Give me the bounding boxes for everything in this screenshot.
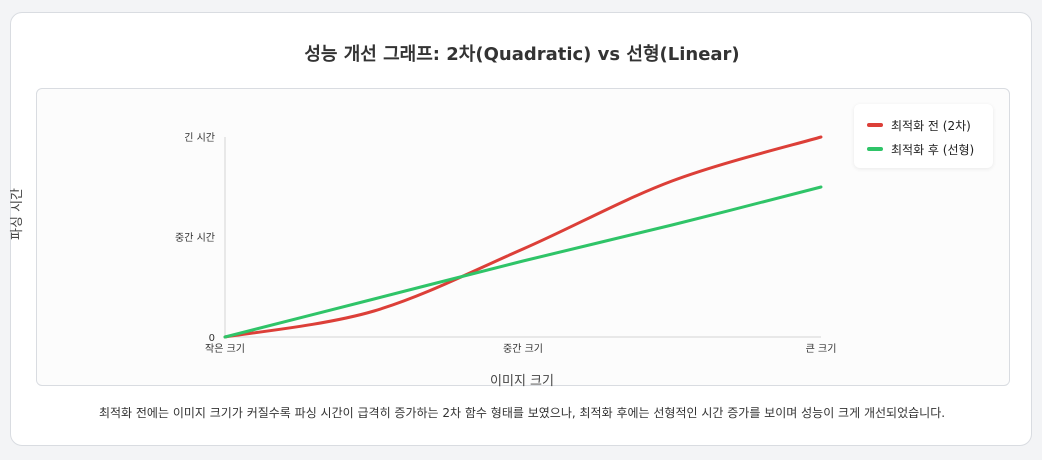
legend-item-after: 최적화 후 (선형) — [867, 140, 974, 158]
chart-svg: 0 중간 시간 긴 시간 작은 크기 중간 크기 큰 크기 이미지 크기 파싱 시간 — [10, 132, 837, 389]
legend-item-before: 최적화 전 (2차) — [867, 116, 971, 134]
line-before-optimization — [223, 135, 823, 339]
legend-label-after: 최적화 후 (선형) — [891, 142, 975, 157]
legend-swatch-before — [867, 123, 883, 127]
plot-area — [36, 88, 1010, 386]
chart-caption: 최적화 전에는 이미지 크기가 커질수록 파싱 시간이 급격히 증가하는 2차 … — [98, 406, 946, 420]
x-axis-title: 이미지 크기 — [490, 374, 554, 389]
x-tick-label: 작은 크기 — [205, 343, 245, 355]
y-tick-label: 긴 시간 — [184, 132, 215, 144]
chart-title: 성능 개선 그래프: 2차(Quadratic) vs 선형(Linear) — [304, 44, 740, 65]
x-tick-label: 중간 크기 — [503, 343, 543, 355]
chart-card: 성능 개선 그래프: 2차(Quadratic) vs 선형(Linear) 0… — [10, 12, 1032, 446]
legend-label-before: 최적화 전 (2차) — [891, 118, 971, 133]
legend: 최적화 전 (2차) 최적화 후 (선형) — [854, 104, 993, 168]
y-tick-label: 중간 시간 — [175, 232, 215, 244]
y-axis-title: 파싱 시간 — [10, 188, 25, 240]
x-tick-label: 큰 크기 — [806, 343, 837, 355]
y-tick-label: 0 — [209, 333, 215, 344]
line-after-optimization — [223, 185, 823, 339]
legend-swatch-after — [867, 147, 883, 151]
